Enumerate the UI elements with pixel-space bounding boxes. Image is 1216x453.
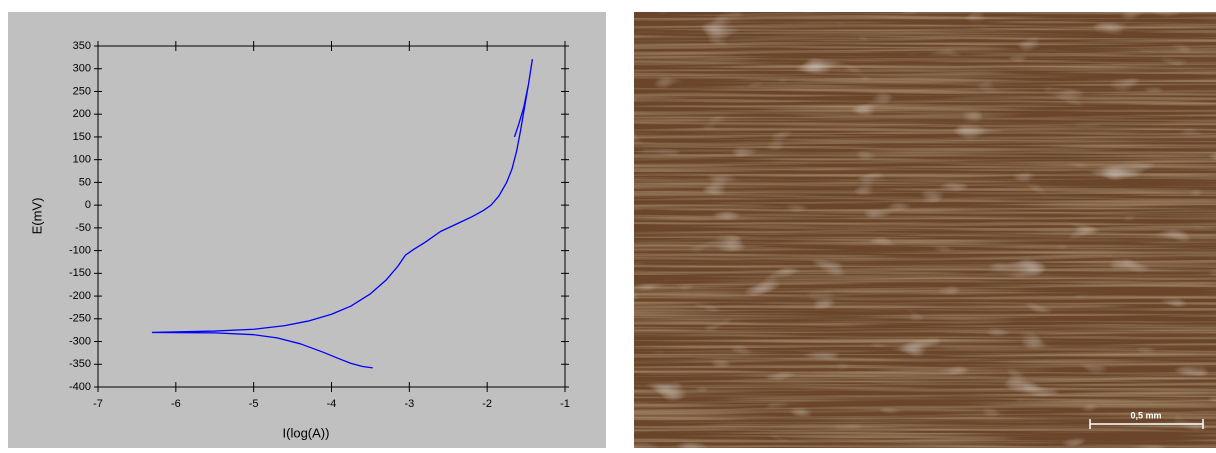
- x-tick-label: -3: [404, 398, 414, 410]
- y-tick-label: 0: [85, 199, 91, 211]
- x-tick-label: -4: [327, 398, 337, 410]
- chart-background: [8, 12, 606, 448]
- x-tick-label: -6: [171, 398, 181, 410]
- x-tick-label: -2: [482, 398, 492, 410]
- x-tick-label: -1: [560, 398, 570, 410]
- y-tick-label: -50: [75, 222, 91, 234]
- y-tick-label: -350: [69, 358, 91, 370]
- photo-spots: [634, 12, 1216, 448]
- x-axis-label: I(log(A)): [283, 425, 330, 440]
- y-tick-label: -300: [69, 335, 91, 347]
- y-tick-label: 200: [73, 108, 91, 120]
- x-tick-label: -7: [93, 398, 103, 410]
- x-tick-label: -5: [249, 398, 259, 410]
- y-tick-label: 350: [73, 40, 91, 52]
- y-tick-label: -200: [69, 290, 91, 302]
- y-tick-label: 250: [73, 85, 91, 97]
- y-tick-label: -100: [69, 245, 91, 257]
- y-tick-label: -150: [69, 267, 91, 279]
- y-tick-label: 150: [73, 131, 91, 143]
- scale-bar-label: 0,5 mm: [1130, 410, 1161, 420]
- y-tick-label: -250: [69, 313, 91, 325]
- y-tick-label: 100: [73, 154, 91, 166]
- data-line: [151, 58, 533, 369]
- y-axis-label: E(mV): [29, 198, 44, 235]
- y-tick-label: -400: [69, 381, 91, 393]
- y-tick-label: 50: [79, 176, 91, 188]
- plot: -400 -350 -300 -250 -200 -150 -100 -50 0 50 100 150…: [69, 40, 570, 410]
- y-tick-label: 300: [73, 63, 91, 75]
- micrograph: 0,5 mm: [634, 12, 1216, 448]
